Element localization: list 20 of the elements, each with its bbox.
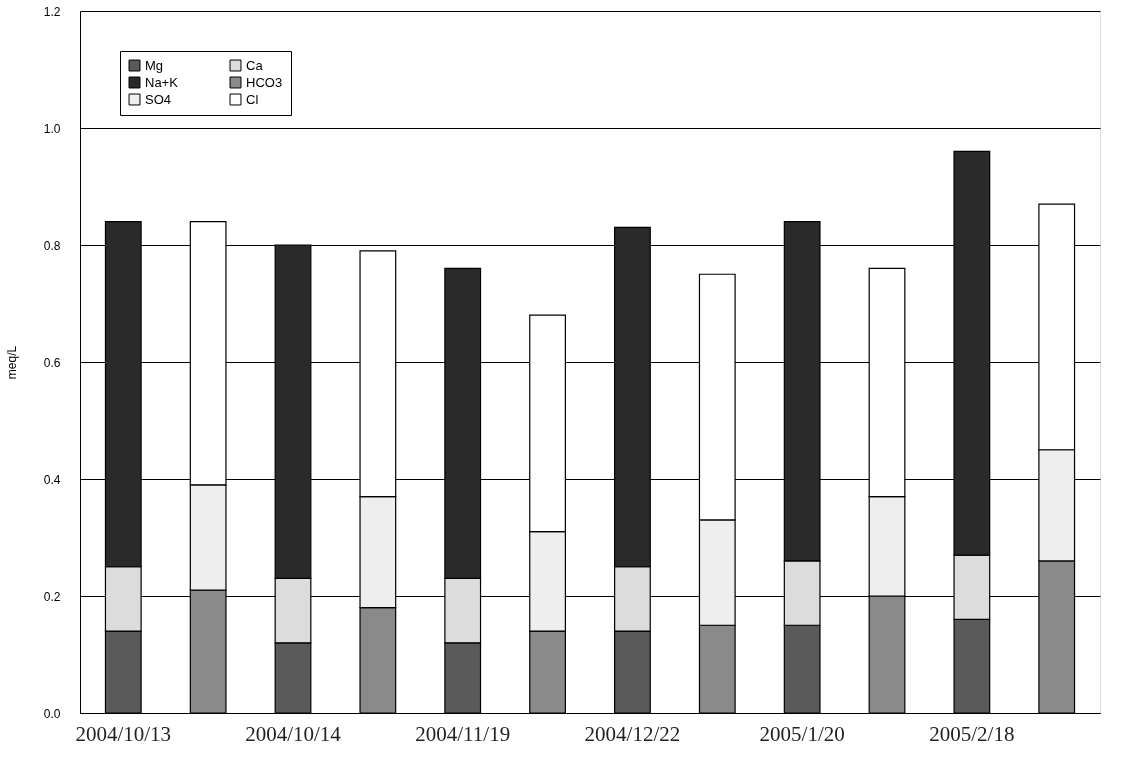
y-tick-label: 0.6: [43, 355, 61, 370]
y-axis-title: meq/L: [4, 345, 19, 380]
legend-label: Na+K: [145, 74, 179, 90]
legend-label: Ca: [246, 57, 264, 73]
y-tick-label: 1.2: [43, 4, 61, 19]
y-tick-label: 0.8: [43, 238, 61, 253]
x-tick-label: 2005/2/18: [929, 721, 1015, 746]
x-tick-label: 2005/1/20: [759, 721, 845, 746]
legend-label: Mg: [145, 57, 164, 73]
x-tick-label: 2004/10/14: [245, 721, 342, 746]
y-tick-label: 0.2: [43, 589, 61, 604]
legend-label: SO4: [145, 91, 172, 107]
y-tick-label: 0.4: [43, 472, 61, 487]
x-tick-label: 2004/11/19: [415, 721, 511, 746]
y-tick-label: 1.0: [43, 121, 61, 136]
legend-label: Cl: [246, 91, 259, 107]
legend-label: HCO3: [246, 74, 283, 90]
x-tick-label: 2004/10/13: [75, 721, 172, 746]
y-tick-label: 0.0: [43, 706, 61, 721]
x-tick-label: 2004/12/22: [584, 721, 681, 746]
